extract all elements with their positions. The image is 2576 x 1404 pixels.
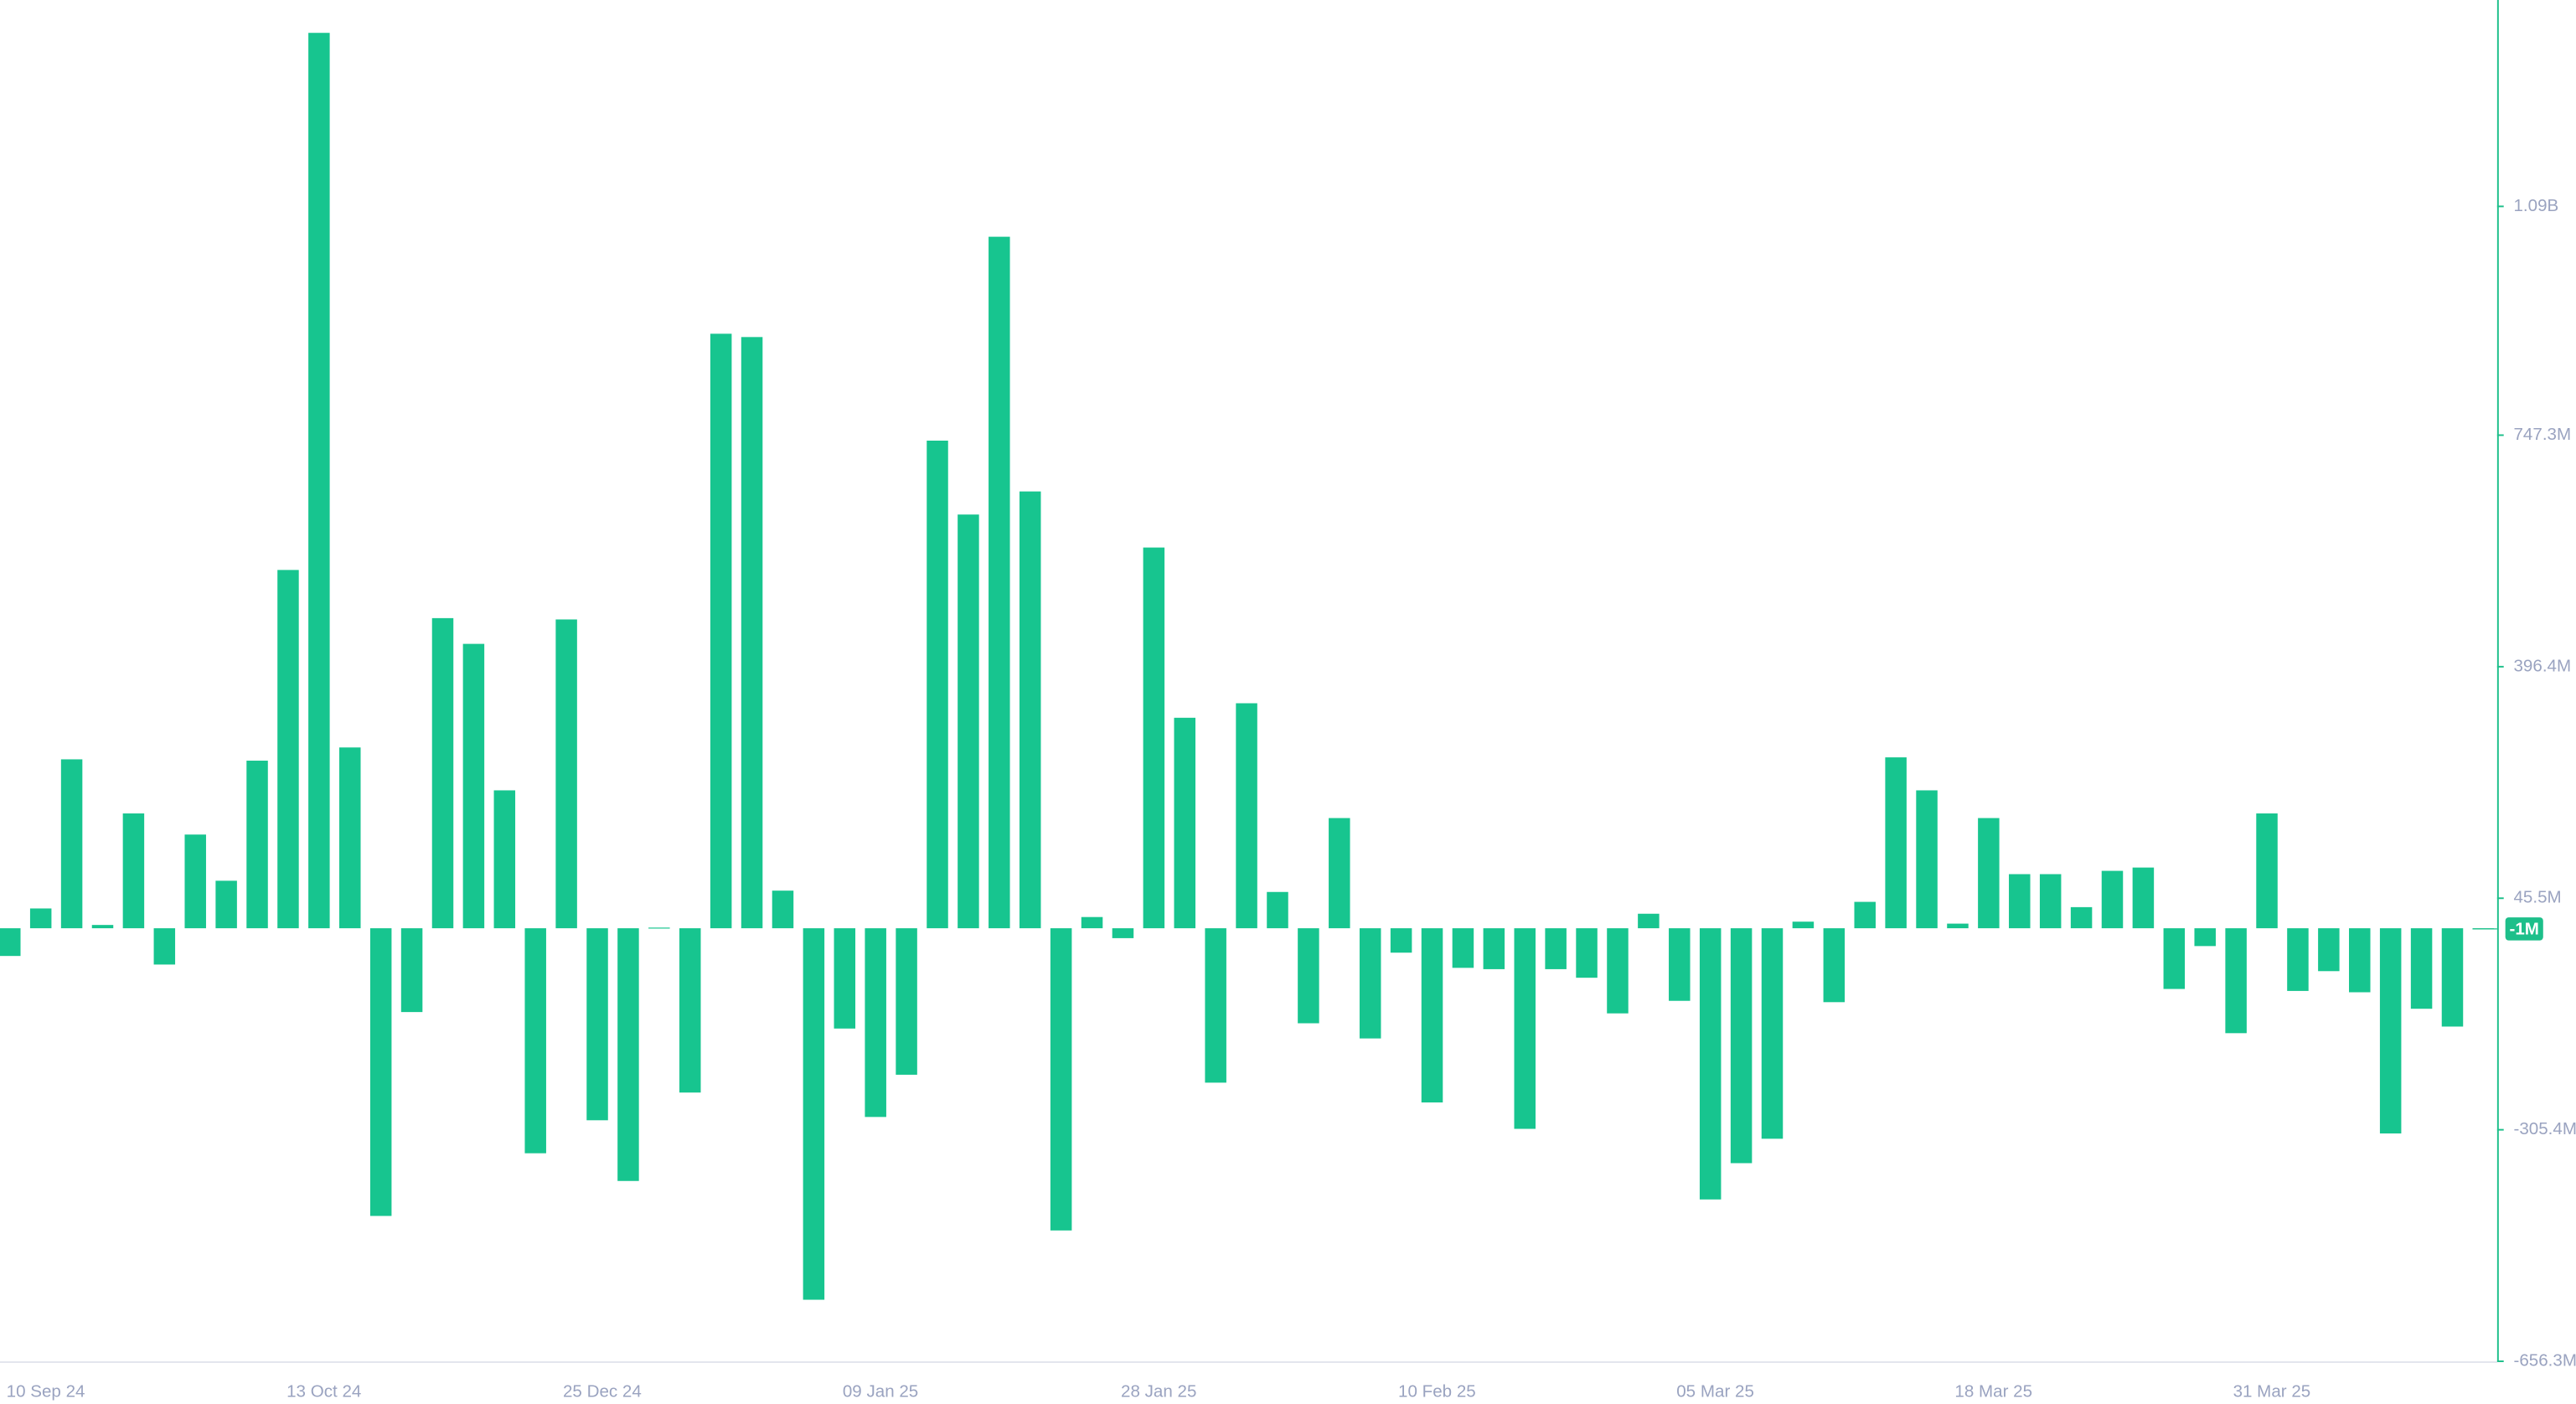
bar — [369, 928, 392, 1216]
bar — [1576, 928, 1598, 978]
bar — [1112, 928, 1134, 938]
bar — [2163, 928, 2186, 989]
bar — [927, 441, 948, 929]
bar — [2070, 906, 2093, 929]
bar — [1267, 891, 1288, 929]
bar — [1545, 928, 1567, 969]
bar — [2318, 928, 2340, 972]
bar — [2410, 928, 2433, 1009]
bar — [1483, 928, 1505, 969]
bar — [2287, 928, 2309, 991]
bar — [1236, 703, 1257, 929]
bar — [1019, 491, 1041, 929]
bar — [1916, 790, 1938, 929]
bar — [1050, 928, 1072, 1231]
bar — [989, 236, 1010, 929]
x-tick-label: 31 Mar 25 — [2233, 1382, 2311, 1401]
bar — [339, 747, 361, 929]
y-tick-label: 396.4M — [2513, 656, 2571, 675]
bar — [679, 928, 701, 1093]
bar — [2379, 928, 2402, 1134]
bar — [741, 337, 763, 929]
bar — [896, 928, 917, 1075]
bar — [0, 928, 21, 957]
bar — [2039, 874, 2062, 929]
y-tick-label: -656.3M — [2513, 1350, 2576, 1370]
x-tick-label: 18 Mar 25 — [1954, 1382, 2032, 1401]
x-tick-label: 10 Feb 25 — [1398, 1382, 1476, 1401]
current-value-label: -1M — [2509, 919, 2538, 938]
bar — [1081, 916, 1103, 929]
bar — [400, 928, 423, 1013]
bar — [865, 928, 886, 1118]
x-tick-label: 25 Dec 24 — [563, 1382, 642, 1401]
y-tick-label: 1.09B — [2513, 196, 2558, 215]
y-tick-label: -305.4M — [2513, 1119, 2576, 1138]
bar — [2256, 813, 2278, 929]
bar — [648, 927, 670, 929]
bar — [215, 880, 237, 929]
bar — [1792, 921, 1815, 929]
bar — [834, 928, 856, 1029]
bar — [1854, 901, 1876, 929]
bar — [1761, 928, 1784, 1139]
bar — [277, 570, 299, 929]
current-value-badge — [2505, 917, 2543, 941]
bar — [2441, 928, 2464, 1027]
bar — [1823, 928, 1846, 1003]
bar — [1947, 923, 1969, 929]
bar — [308, 33, 330, 929]
bar — [1205, 928, 1226, 1083]
bar — [1143, 547, 1165, 929]
bar — [1298, 928, 1319, 1024]
x-tick-label: 09 Jan 25 — [843, 1382, 918, 1401]
bar — [153, 928, 176, 965]
bar — [462, 643, 485, 929]
x-tick-label: 28 Jan 25 — [1121, 1382, 1196, 1401]
bar — [803, 928, 825, 1300]
bar — [958, 514, 979, 929]
bar — [2101, 870, 2124, 929]
bar — [772, 890, 794, 929]
bar — [91, 925, 114, 929]
x-tick-label: 13 Oct 24 — [287, 1382, 361, 1401]
bar — [122, 813, 145, 929]
bar — [1390, 928, 1412, 953]
bar — [1174, 717, 1196, 929]
bar — [1669, 928, 1691, 1001]
bar — [524, 928, 546, 1154]
bar — [493, 790, 516, 929]
x-tick-label: 05 Mar 25 — [1676, 1382, 1754, 1401]
bar — [184, 834, 206, 929]
bar — [2009, 874, 2031, 929]
bar — [246, 761, 268, 929]
bar — [555, 619, 577, 929]
bar — [2225, 928, 2247, 1034]
bar — [1514, 928, 1536, 1129]
bar — [29, 908, 52, 929]
bar — [1421, 928, 1443, 1103]
y-tick-label: 45.5M — [2513, 888, 2561, 907]
bar — [1638, 913, 1660, 929]
bar — [1359, 928, 1381, 1039]
bar — [1452, 928, 1474, 968]
x-tick-label: 10 Sep 24 — [7, 1382, 85, 1401]
bar — [1885, 757, 1907, 929]
bar — [60, 759, 83, 929]
bar — [1699, 928, 1722, 1200]
bar — [1329, 818, 1350, 929]
bar — [1607, 928, 1629, 1014]
bar — [1978, 818, 2000, 929]
bar — [2194, 928, 2216, 947]
bar — [617, 928, 639, 1181]
bar — [2132, 867, 2155, 929]
bar — [586, 928, 608, 1121]
bar — [1730, 928, 1753, 1164]
y-tick-label: 747.3M — [2513, 425, 2571, 444]
bar — [431, 617, 454, 929]
bar — [2349, 928, 2371, 993]
bar — [710, 333, 732, 929]
